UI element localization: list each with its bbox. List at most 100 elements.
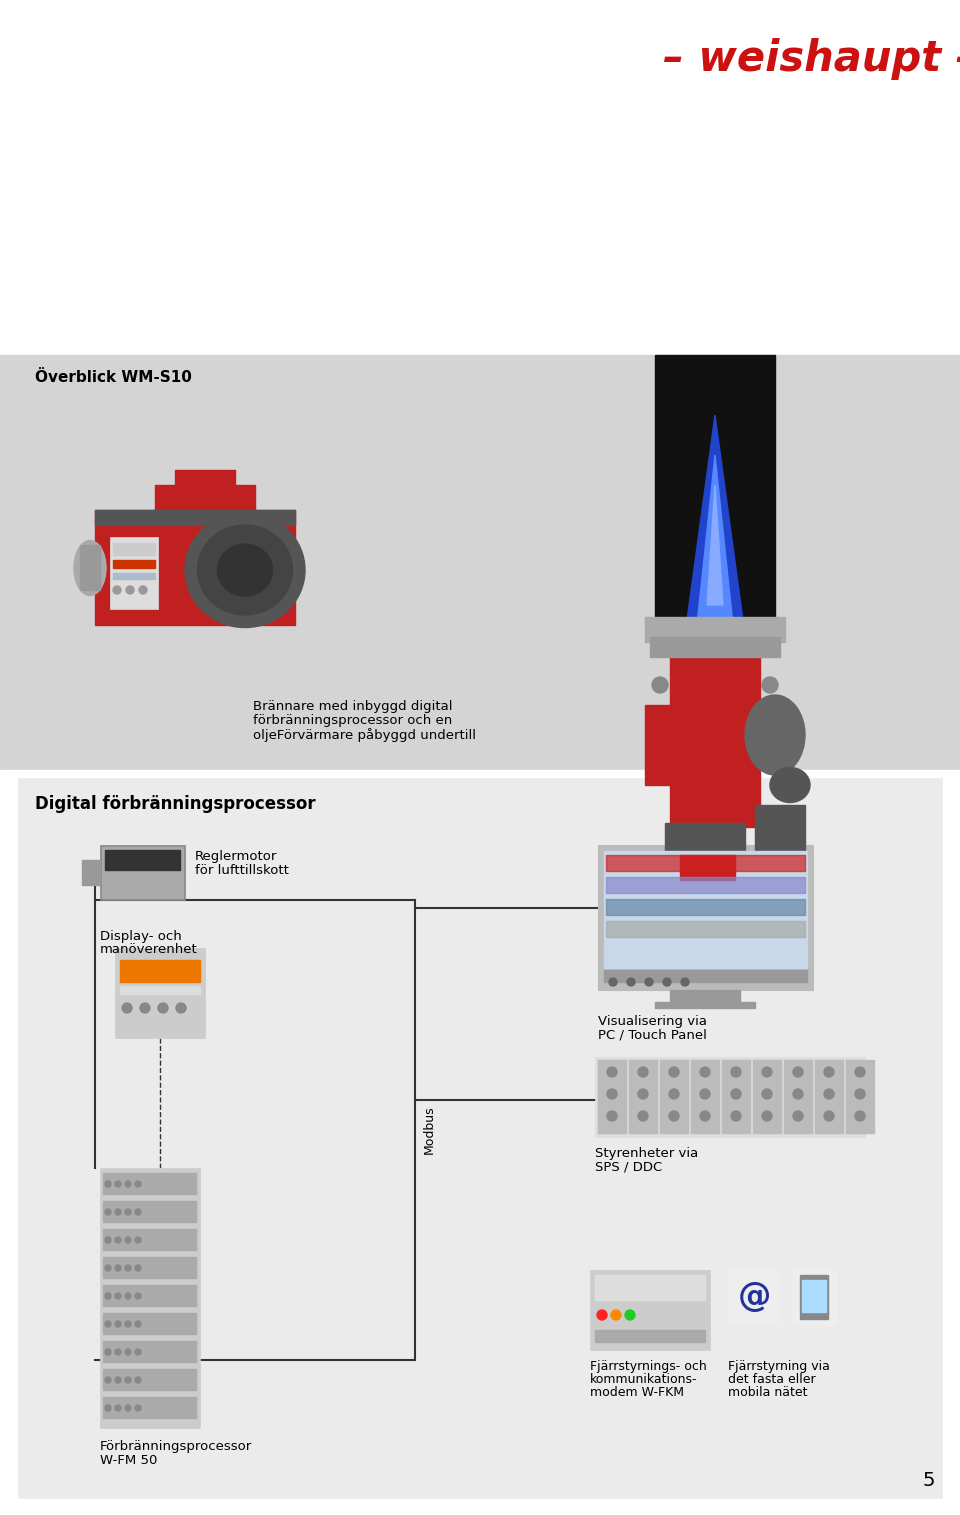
Bar — [598, 1060, 627, 1135]
Bar — [105, 850, 180, 870]
Bar — [18, 779, 942, 1498]
Bar — [95, 511, 295, 626]
Text: Modbus: Modbus — [423, 1106, 436, 1154]
Circle shape — [824, 1110, 834, 1121]
Circle shape — [125, 1292, 131, 1298]
Bar — [102, 847, 183, 898]
Circle shape — [158, 1003, 168, 1014]
Circle shape — [105, 1321, 111, 1327]
Bar — [792, 1270, 837, 1326]
Text: – weishaupt –: – weishaupt – — [663, 38, 960, 80]
Text: Visualisering via: Visualisering via — [598, 1015, 707, 1029]
Bar — [0, 0, 960, 355]
Bar — [629, 1060, 658, 1135]
Bar — [155, 485, 255, 515]
Circle shape — [139, 586, 147, 594]
Ellipse shape — [218, 544, 273, 595]
Circle shape — [125, 1321, 131, 1327]
Bar — [604, 970, 807, 982]
Bar — [784, 1060, 813, 1135]
Circle shape — [105, 1292, 111, 1298]
Circle shape — [115, 1377, 121, 1383]
Bar — [590, 1270, 710, 1350]
Bar — [113, 573, 155, 579]
Ellipse shape — [745, 695, 805, 776]
Bar — [95, 511, 295, 526]
Circle shape — [125, 1348, 131, 1354]
Bar — [103, 1341, 197, 1364]
Circle shape — [125, 1209, 131, 1215]
Text: kommunikations-: kommunikations- — [590, 1373, 698, 1386]
Circle shape — [731, 1110, 741, 1121]
Bar — [80, 545, 100, 589]
Bar — [103, 1314, 197, 1335]
Circle shape — [607, 1110, 617, 1121]
Circle shape — [824, 1067, 834, 1077]
Text: 5: 5 — [923, 1471, 935, 1489]
Bar — [103, 1173, 197, 1195]
Bar — [0, 770, 960, 1515]
Text: W-FM 50: W-FM 50 — [100, 1454, 157, 1467]
Bar — [103, 1229, 197, 1251]
Circle shape — [105, 1404, 111, 1410]
Bar — [655, 1001, 755, 1007]
Circle shape — [669, 1110, 679, 1121]
Bar — [645, 704, 673, 785]
Bar — [0, 355, 960, 770]
Bar — [606, 921, 805, 936]
Polygon shape — [707, 485, 723, 604]
Bar — [722, 1060, 751, 1135]
Bar — [650, 636, 780, 658]
Ellipse shape — [185, 512, 305, 627]
Text: Fjärrstyrning via: Fjärrstyrning via — [728, 1360, 829, 1373]
Circle shape — [115, 1348, 121, 1354]
Circle shape — [681, 979, 689, 986]
Circle shape — [135, 1404, 141, 1410]
Bar — [606, 877, 805, 892]
Bar — [120, 961, 200, 982]
Circle shape — [135, 1182, 141, 1186]
Circle shape — [115, 1292, 121, 1298]
Polygon shape — [697, 454, 733, 626]
Bar — [113, 561, 155, 568]
Text: Överblick WM-S10: Överblick WM-S10 — [35, 370, 192, 385]
Circle shape — [645, 979, 653, 986]
Circle shape — [115, 1182, 121, 1186]
Bar — [595, 1057, 865, 1136]
Text: SPS / DDC: SPS / DDC — [595, 1160, 662, 1174]
Text: Reglermotor: Reglermotor — [195, 850, 277, 864]
Bar — [595, 1330, 705, 1342]
Ellipse shape — [198, 526, 293, 615]
Circle shape — [609, 979, 617, 986]
Circle shape — [105, 1209, 111, 1215]
Circle shape — [105, 1377, 111, 1383]
Text: modem W-FKM: modem W-FKM — [590, 1386, 684, 1398]
Circle shape — [105, 1265, 111, 1271]
Text: för lufttillskott: för lufttillskott — [195, 864, 289, 877]
Circle shape — [125, 1238, 131, 1242]
Circle shape — [135, 1377, 141, 1383]
Circle shape — [762, 677, 778, 692]
Circle shape — [135, 1321, 141, 1327]
Bar — [103, 1285, 197, 1307]
Circle shape — [125, 1182, 131, 1186]
Bar — [680, 854, 735, 880]
Circle shape — [855, 1089, 865, 1098]
Bar — [655, 355, 775, 626]
Bar — [670, 989, 740, 1001]
Bar — [103, 1257, 197, 1279]
Text: Fjärrstyrnings- och: Fjärrstyrnings- och — [590, 1360, 707, 1373]
Circle shape — [855, 1110, 865, 1121]
Circle shape — [855, 1067, 865, 1077]
Bar — [606, 854, 805, 871]
Bar — [606, 898, 805, 915]
Bar — [728, 1270, 780, 1323]
Circle shape — [105, 1182, 111, 1186]
Circle shape — [135, 1238, 141, 1242]
Circle shape — [125, 1377, 131, 1383]
Ellipse shape — [770, 768, 810, 803]
Circle shape — [638, 1089, 648, 1098]
Bar — [598, 845, 813, 989]
Text: förbränningsprocessor och en: förbränningsprocessor och en — [253, 714, 452, 727]
Text: manöverenhet: manöverenhet — [100, 942, 198, 956]
